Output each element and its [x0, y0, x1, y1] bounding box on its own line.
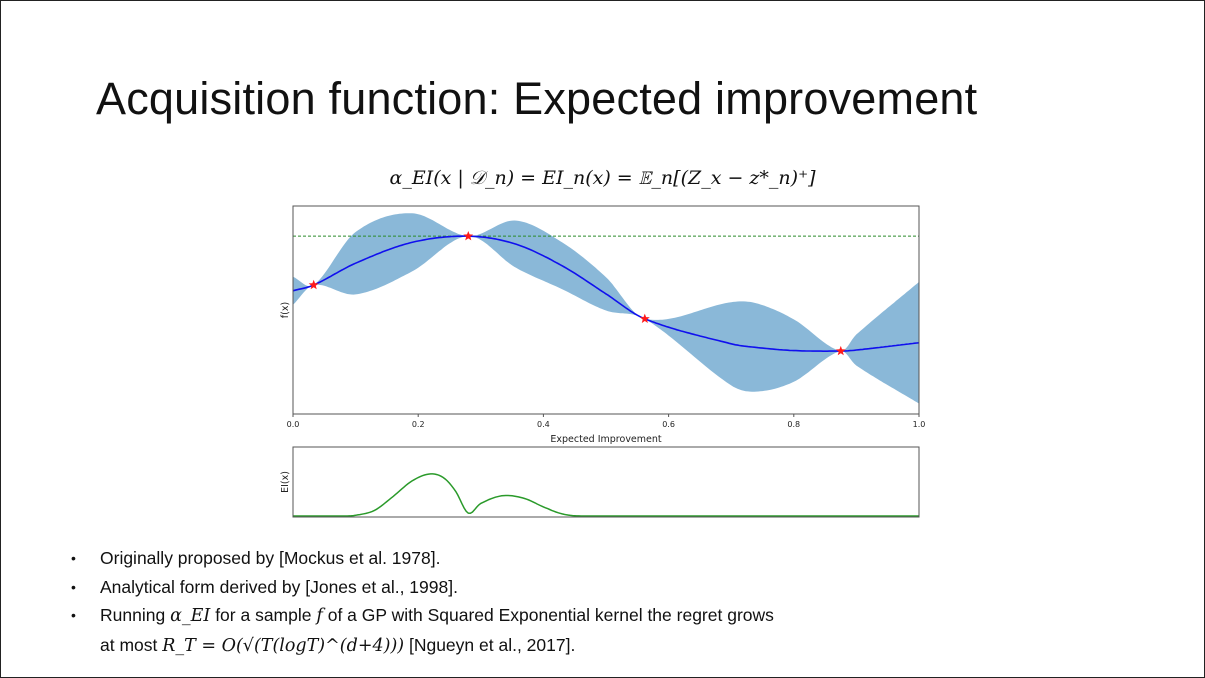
ei-plot: Expected Improvement EI(x): [280, 434, 920, 518]
math-regret-bound: R_T = O(√(T(logT)^(d+4))): [162, 635, 405, 656]
y-axis-label: f(x): [280, 302, 291, 318]
ei-formula-text: α_EI(x | 𝒟_n) = EI_n(x) = 𝔼_n[(Z_x − z*_…: [389, 167, 816, 189]
ei-formula: α_EI(x | 𝒟_n) = EI_n(x) = 𝔼_n[(Z_x − z*_…: [1, 167, 1204, 189]
observation-star-marker: [463, 231, 474, 241]
bullet-text: at most: [100, 634, 163, 655]
slide-title: Acquisition function: Expected improveme…: [96, 73, 978, 124]
plot-frame: [292, 205, 920, 415]
ei-curve: [293, 473, 919, 517]
bullet-text: Analytical form derived by [Jones et al.…: [100, 576, 458, 597]
math-f: f: [316, 606, 323, 626]
y-axis-label: EI(x): [280, 471, 291, 493]
x-tick-label: 0.4: [537, 420, 550, 429]
bullet-text: of a GP with Squared Exponential kernel …: [322, 605, 774, 625]
bullet-icon: •: [71, 607, 76, 623]
bullet-text: for a sample: [210, 605, 317, 625]
bullet-item: • Running α_EI for a sample f of a GP wit…: [71, 601, 774, 660]
observation-star-marker: [835, 345, 846, 356]
bullet-text: [Ngueyn et al., 2017].: [404, 634, 576, 655]
observation-star-marker: [639, 313, 650, 323]
bullet-continuation: at most R_T = O(√(T(logT)^(d+4))) [Nguey…: [100, 631, 774, 661]
bullet-text: Originally proposed by [Mockus et al. 19…: [100, 548, 441, 568]
uncertainty-band: [293, 213, 919, 404]
bullet-item: • Analytical form derived by [Jones et al…: [71, 573, 774, 602]
x-tick-label: 0.2: [412, 420, 425, 429]
observation-star-marker: [308, 279, 319, 290]
posterior-mean-line: [292, 235, 920, 353]
bullet-icon: •: [71, 578, 76, 595]
gp-posterior-plot: 0.0 0.2 0.4 0.6 0.8 1.0 f(x): [280, 205, 926, 429]
bullet-text: Running: [100, 605, 171, 625]
math-alpha-ei: α_EI: [170, 606, 211, 626]
plot-frame: [292, 446, 920, 518]
ei-plot-title: Expected Improvement: [550, 434, 662, 445]
bullet-list: • Originally proposed by [Mockus et al. 1…: [71, 544, 774, 660]
x-tick-label: 1.0: [913, 420, 926, 429]
x-tick-label: 0.6: [662, 420, 675, 429]
x-tick-label: 0.0: [287, 420, 300, 429]
bullet-icon: •: [71, 550, 76, 566]
x-tick-label: 0.8: [787, 420, 800, 429]
bullet-item: • Originally proposed by [Mockus et al. 1…: [71, 544, 774, 573]
